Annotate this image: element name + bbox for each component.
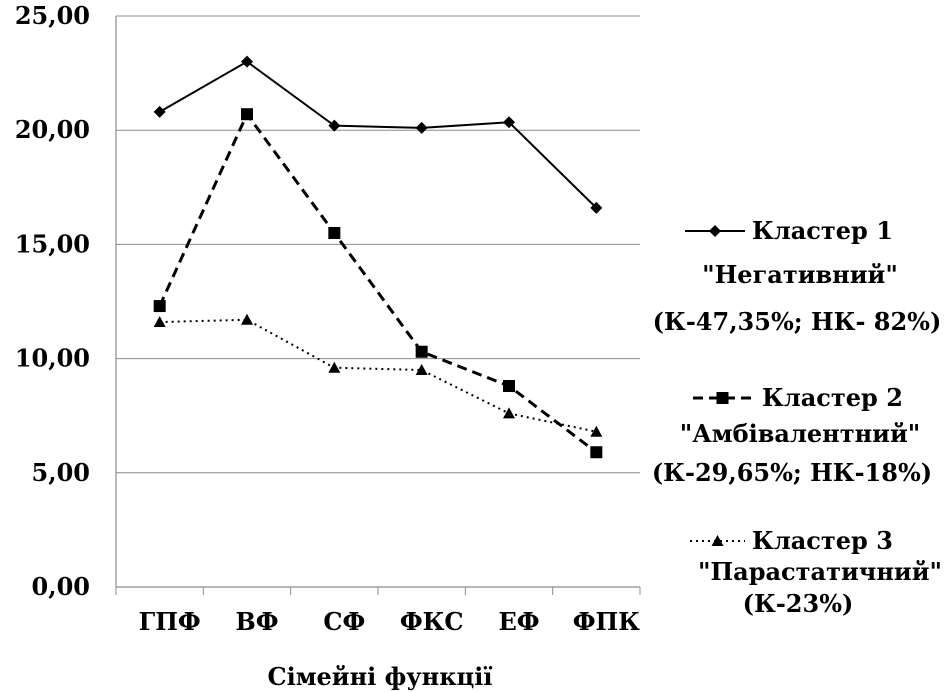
data-point [241, 108, 253, 121]
data-point [415, 345, 428, 358]
y-tick-label: 10,00 [15, 344, 90, 373]
legend-marker [711, 535, 724, 546]
legend-marker [716, 392, 729, 404]
x-tick-label: ВФ [235, 607, 278, 636]
legend-label: Кластер 2 [762, 383, 903, 412]
data-point [153, 316, 166, 328]
data-point [503, 116, 515, 129]
axes: 0,00 5,00 10,00 15,00 20,00 25,00 ГПФ ВФ СФ ФКС ЕФ… [15, 1, 641, 691]
grid [116, 15, 640, 474]
data-point [328, 361, 341, 373]
x-tick-label: ФКС [400, 607, 464, 636]
legend-marker [709, 225, 721, 237]
legend-sublabel: "Парастатичний" [698, 557, 942, 586]
y-tick-label: 25,00 [15, 1, 90, 30]
data-point [241, 313, 253, 325]
legend-label: Кластер 3 [752, 526, 893, 555]
series-line [158, 111, 598, 454]
legend-sublabel: "Амбівалентний" [680, 419, 921, 448]
x-axis-title: Сімейні функції [267, 662, 492, 691]
legend-entry-3: Кластер 3"Парастатичний" (К-23%) [690, 526, 942, 618]
data-point [328, 119, 341, 132]
x-tick-label: ЕФ [498, 607, 539, 636]
series-1 [153, 55, 603, 214]
legend-sublabel: "Негативний" [702, 260, 898, 289]
series-line [159, 60, 598, 209]
data-point [241, 55, 253, 68]
legend: Кластер 1 "Негативний" (К-47,35%; НК- 82%)… [652, 216, 942, 618]
y-tick-label: 0,00 [32, 572, 90, 601]
data-point [415, 364, 428, 376]
series-line [159, 318, 597, 433]
legend-entry-2: Кластер 2 "Амбівалентний" (К-29,65%; НК-18… [652, 383, 932, 487]
data-point [590, 425, 603, 437]
data-point [415, 121, 428, 134]
x-tick-label: ГПФ [139, 607, 201, 636]
y-tick-label: 20,00 [15, 115, 90, 144]
legend-entry-1: Кластер 1 "Негативний" (К-47,35%; НК- 82%) [653, 216, 942, 336]
x-tick-label: ФПК [573, 607, 640, 636]
x-tick-label: СФ [323, 607, 365, 636]
series-2 [153, 108, 603, 459]
data-point [503, 407, 515, 419]
y-tick-label: 5,00 [32, 458, 90, 487]
data-point [590, 446, 603, 459]
data-point [153, 105, 166, 118]
series-3 [153, 313, 603, 437]
legend-sublabel: (К-47,35%; НК- 82%) [653, 307, 942, 336]
legend-sublabel: (К-29,65%; НК-18%) [652, 458, 932, 487]
data-point [153, 300, 166, 313]
y-tick-label: 15,00 [15, 229, 90, 258]
legend-sublabel: (К-23%) [743, 589, 854, 618]
data-point [328, 226, 341, 239]
legend-label: Кластер 1 [752, 216, 893, 245]
series [153, 55, 603, 459]
data-point [590, 201, 603, 214]
data-point [503, 380, 515, 393]
